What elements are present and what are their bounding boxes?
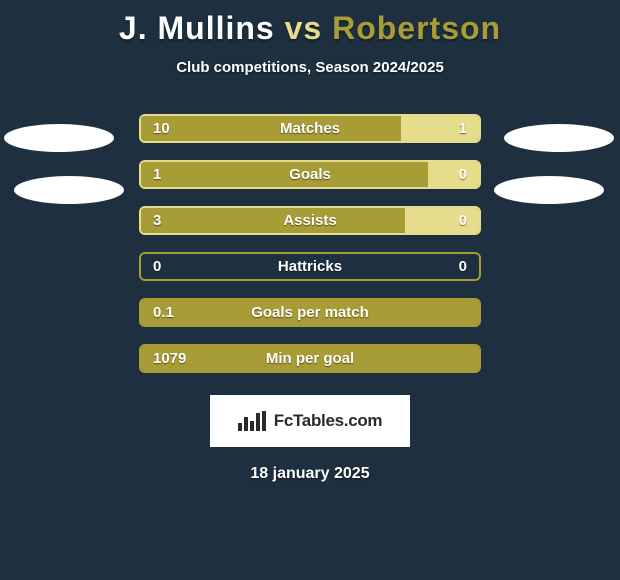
stat-label: Matches bbox=[141, 116, 479, 141]
stat-label: Assists bbox=[141, 208, 479, 233]
bar-chart-icon bbox=[238, 411, 266, 431]
stat-row: 0Hattricks0 bbox=[139, 252, 481, 281]
stat-label: Hattricks bbox=[141, 254, 479, 279]
stat-value-right: 0 bbox=[447, 208, 479, 233]
side-oval bbox=[4, 124, 114, 152]
stat-label: Goals per match bbox=[141, 300, 479, 325]
stat-label: Goals bbox=[141, 162, 479, 187]
title-left: J. Mullins bbox=[119, 10, 275, 46]
stat-label: Min per goal bbox=[141, 346, 479, 371]
stat-value-right: 0 bbox=[447, 162, 479, 187]
stat-row: 1079Min per goal bbox=[139, 344, 481, 373]
stats-rows: 10Matches11Goals03Assists00Hattricks00.1… bbox=[139, 114, 481, 373]
subtitle: Club competitions, Season 2024/2025 bbox=[0, 59, 620, 76]
stat-value-right: 1 bbox=[447, 116, 479, 141]
side-oval bbox=[494, 176, 604, 204]
side-oval bbox=[504, 124, 614, 152]
stat-row: 3Assists0 bbox=[139, 206, 481, 235]
side-oval bbox=[14, 176, 124, 204]
stat-row: 0.1Goals per match bbox=[139, 298, 481, 327]
stat-value-right: 0 bbox=[447, 254, 479, 279]
fctables-badge[interactable]: FcTables.com bbox=[210, 395, 410, 447]
badge-text: FcTables.com bbox=[274, 411, 383, 431]
title-sep: vs bbox=[285, 10, 323, 46]
stat-row: 10Matches1 bbox=[139, 114, 481, 143]
page-title: J. Mullins vs Robertson bbox=[0, 0, 620, 47]
date-label: 18 january 2025 bbox=[0, 465, 620, 483]
title-right: Robertson bbox=[332, 10, 501, 46]
stat-row: 1Goals0 bbox=[139, 160, 481, 189]
